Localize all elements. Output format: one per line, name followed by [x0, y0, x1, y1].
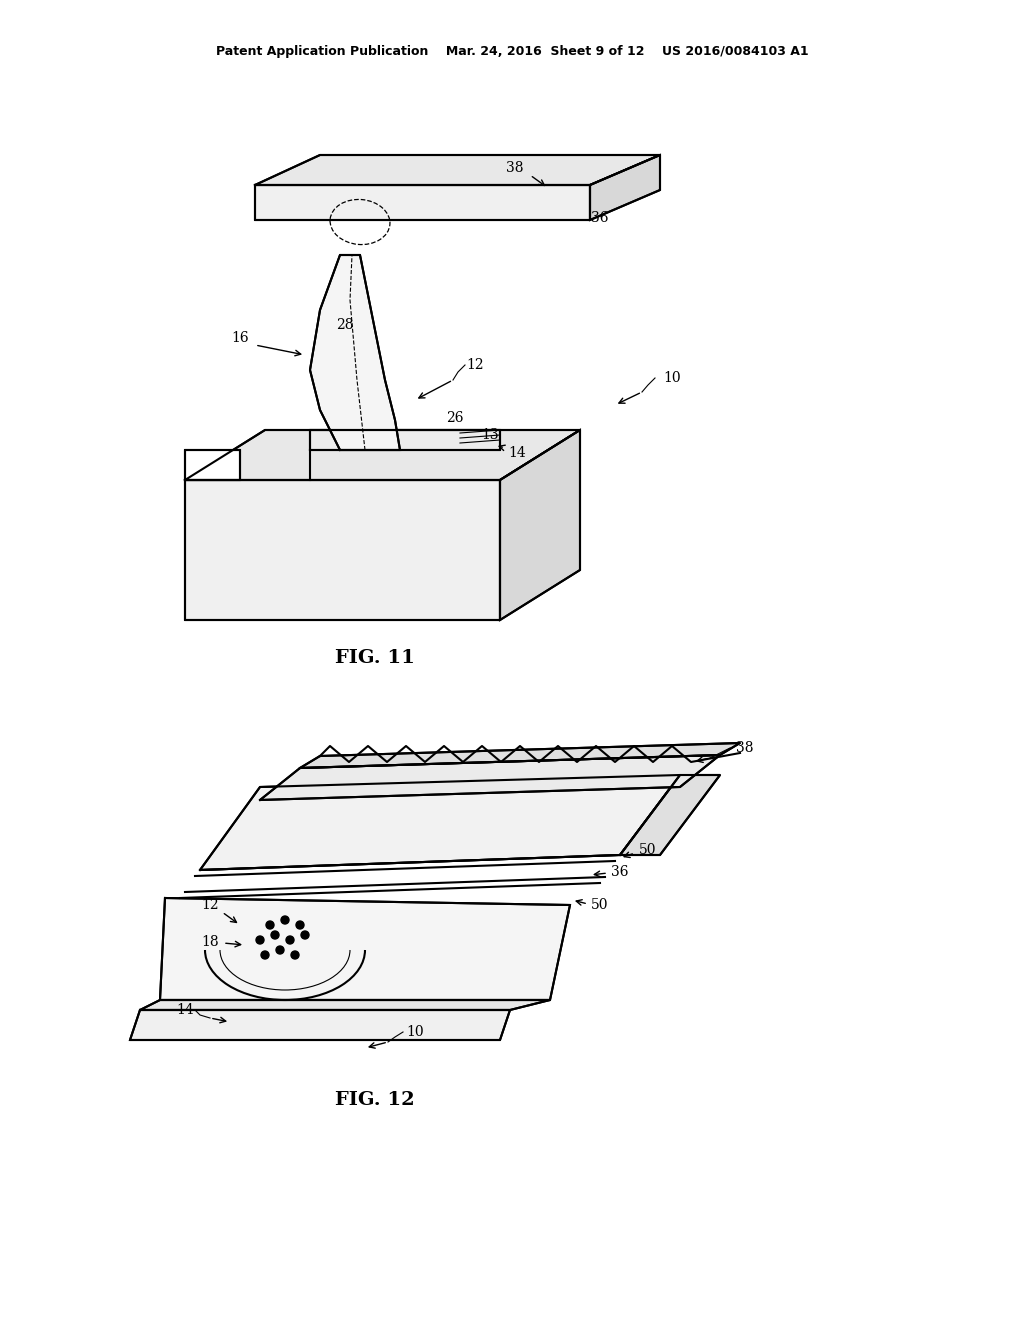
Polygon shape [310, 430, 500, 450]
Polygon shape [500, 430, 580, 620]
Circle shape [261, 950, 269, 960]
Polygon shape [160, 898, 570, 1001]
Text: FIG. 11: FIG. 11 [335, 649, 415, 667]
Text: 14: 14 [508, 446, 526, 459]
Circle shape [266, 921, 274, 929]
Polygon shape [185, 430, 580, 480]
Text: 50: 50 [591, 898, 608, 912]
Circle shape [291, 950, 299, 960]
Polygon shape [140, 1001, 550, 1010]
Text: 13: 13 [481, 428, 499, 442]
Text: 36: 36 [591, 211, 608, 224]
Polygon shape [300, 743, 740, 768]
Text: 12: 12 [466, 358, 483, 372]
Polygon shape [185, 480, 500, 620]
Polygon shape [255, 185, 590, 220]
Text: 36: 36 [611, 865, 629, 879]
Polygon shape [255, 154, 660, 185]
Circle shape [296, 921, 304, 929]
Text: 12: 12 [201, 898, 219, 912]
Text: FIG. 12: FIG. 12 [335, 1092, 415, 1109]
Text: 10: 10 [407, 1026, 424, 1039]
Polygon shape [130, 1010, 510, 1040]
Circle shape [256, 936, 264, 944]
Text: 14: 14 [176, 1003, 194, 1016]
Text: 38: 38 [736, 741, 754, 755]
Text: 18: 18 [201, 935, 219, 949]
Circle shape [281, 916, 289, 924]
Circle shape [301, 931, 309, 939]
Text: 50: 50 [639, 843, 656, 857]
Polygon shape [185, 450, 240, 480]
Polygon shape [200, 775, 680, 870]
Circle shape [286, 936, 294, 944]
Text: 26: 26 [446, 411, 464, 425]
Circle shape [271, 931, 279, 939]
Text: Patent Application Publication    Mar. 24, 2016  Sheet 9 of 12    US 2016/008410: Patent Application Publication Mar. 24, … [216, 45, 808, 58]
Polygon shape [620, 775, 720, 855]
Text: 38: 38 [506, 161, 523, 176]
Text: 16: 16 [231, 331, 249, 345]
Circle shape [276, 946, 284, 954]
Text: 10: 10 [664, 371, 681, 385]
Polygon shape [590, 154, 660, 220]
Polygon shape [260, 755, 720, 800]
Text: 28: 28 [336, 318, 353, 333]
Polygon shape [310, 255, 400, 450]
